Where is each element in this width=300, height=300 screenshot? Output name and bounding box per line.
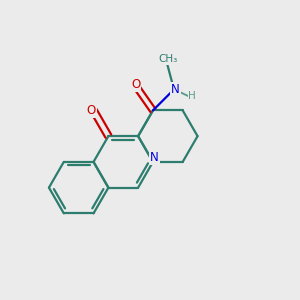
Text: CH₃: CH₃ xyxy=(158,54,177,64)
Text: H: H xyxy=(188,91,196,101)
Text: O: O xyxy=(86,104,96,117)
Text: N: N xyxy=(171,83,180,96)
Text: N: N xyxy=(150,151,159,164)
Text: O: O xyxy=(131,78,140,91)
